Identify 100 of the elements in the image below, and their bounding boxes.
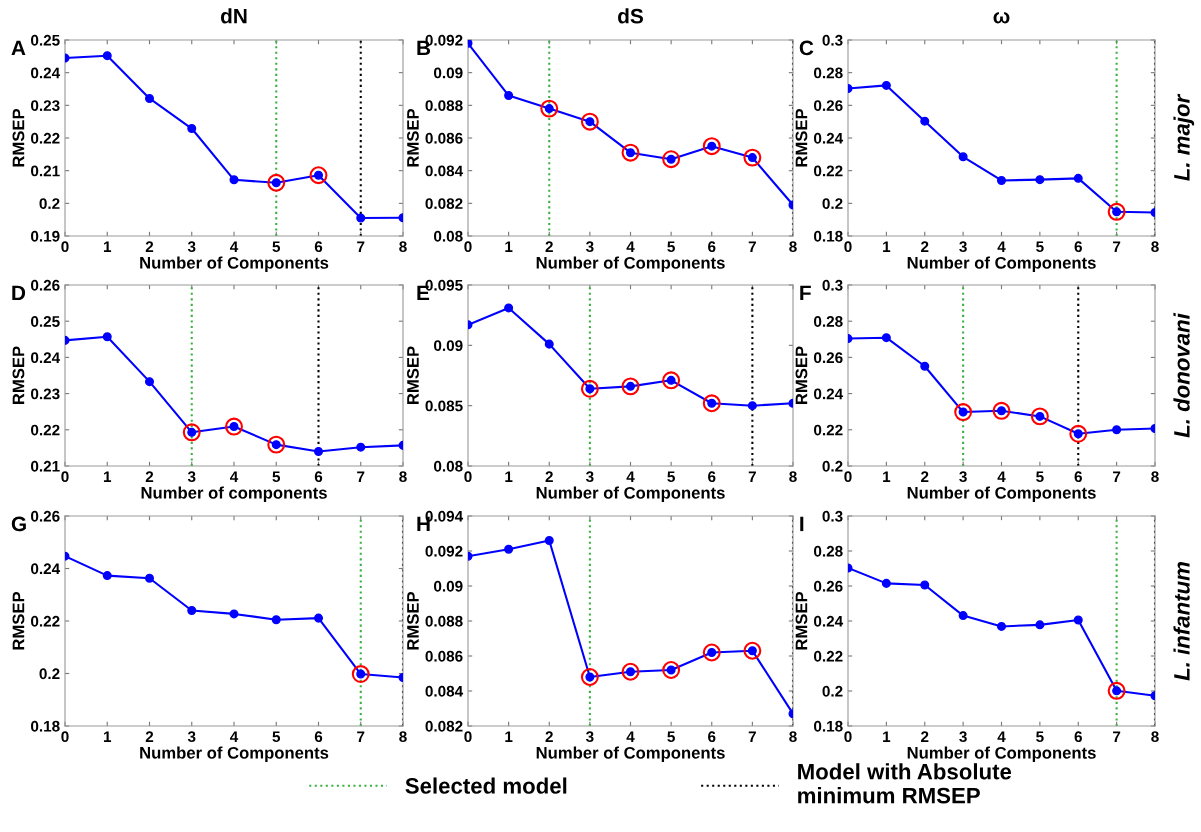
x-tick-label: 7 [357, 241, 365, 252]
y-tick-label: 0.26 [31, 279, 60, 291]
x-tick-label: 3 [959, 731, 967, 743]
x-tick-label: 5 [667, 241, 675, 253]
y-tick-label: 0.082 [425, 198, 463, 210]
x-tick-label: 3 [585, 241, 594, 253]
y-axis-title: RMSEP [407, 108, 419, 167]
x-tick-label: 1 [883, 241, 891, 252]
y-tick-label: 0.21 [31, 165, 60, 177]
x-tick-label: 2 [921, 241, 929, 252]
y-tick-label: 0.23 [31, 388, 60, 400]
text: G [11, 516, 26, 532]
y-tick-label: 0.24 [31, 67, 61, 79]
y-tick-label: 0.18 [814, 230, 843, 242]
y-tick-label: 0.24 [31, 563, 61, 575]
x-tick-label: 2 [921, 731, 929, 742]
y2-axis-title: L. donovani [1173, 312, 1190, 438]
y-axis-title: RMSEP [795, 591, 808, 650]
x-tick-label: 7 [1113, 241, 1121, 252]
x-tick-label: 0 [61, 471, 69, 483]
x-tick-label: 8 [1151, 241, 1159, 253]
x-tick-label: 2 [545, 471, 553, 482]
x-tick-label: 7 [748, 731, 756, 742]
x-tick-label: 7 [357, 471, 365, 482]
x-tick-label: 8 [399, 241, 407, 253]
y-tick-label: 0.22 [814, 165, 843, 177]
legend-label: Model with Absolute minimum RMSEP [798, 763, 1012, 804]
x-tick-label: 6 [708, 731, 716, 743]
y-tick-label: 0.3 [822, 510, 843, 522]
x-tick-label: 4 [626, 731, 635, 742]
y-tick-label: 0.3 [822, 279, 843, 291]
y-tick-label: 0.26 [814, 100, 843, 112]
y-tick-label: 0.08 [434, 460, 463, 472]
y-axis-title: RMSEP [795, 108, 808, 167]
x-tick-label: 3 [585, 731, 594, 743]
text: C [799, 40, 814, 56]
y-axis-title: RMSEP [407, 346, 419, 405]
x-tick-label: 8 [399, 471, 407, 483]
y-tick-label: 0.082 [425, 720, 463, 732]
y-tick-label: 0.088 [425, 615, 463, 627]
x-axis-title: Number of components [141, 486, 327, 503]
x-tick-label: 5 [667, 471, 675, 483]
x-tick-label: 1 [883, 731, 891, 742]
y-tick-label: 0.2 [822, 685, 843, 697]
x-tick-label: 2 [921, 471, 929, 482]
y-tick-label: 0.086 [425, 650, 463, 662]
y2-axis-title: L. infantum [1173, 562, 1190, 681]
x-tick-label: 0 [61, 241, 69, 253]
x-tick-label: 6 [1074, 731, 1082, 743]
y-tick-label: 0.09 [434, 580, 463, 592]
y-tick-label: 0.085 [425, 400, 463, 412]
x-tick-label: 3 [585, 471, 594, 483]
y-tick-label: 0.22 [814, 424, 843, 436]
y-tick-label: 0.28 [814, 67, 843, 79]
y-tick-label: 0.22 [31, 132, 60, 144]
x-tick-label: 7 [748, 471, 756, 482]
y-tick-label: 0.24 [31, 352, 61, 364]
x-tick-label: 0 [464, 471, 472, 483]
y-tick-label: 0.08 [434, 230, 463, 242]
legend-label: Selected model [405, 777, 567, 794]
text: D [12, 285, 26, 301]
y-tick-label: 0.24 [814, 132, 844, 144]
x-tick-label: 6 [314, 471, 323, 483]
x-tick-label: 2 [145, 731, 154, 742]
y-tick-label: 0.09 [434, 340, 463, 352]
x-tick-label: 4 [997, 241, 1006, 252]
y-tick-label: 0.22 [31, 615, 60, 627]
x-tick-label: 4 [626, 241, 635, 252]
x-axis-title: Number of Components [907, 746, 1096, 763]
x-tick-label: 4 [229, 241, 239, 252]
x-tick-label: 3 [959, 241, 967, 253]
y-tick-label: 0.26 [814, 352, 843, 364]
y-tick-label: 0.088 [425, 100, 463, 112]
x-tick-label: 4 [229, 731, 239, 742]
y-tick-label: 0.2 [822, 198, 843, 210]
x-axis-title: Number of Components [907, 486, 1096, 503]
y-tick-label: 0.22 [814, 650, 843, 662]
y-tick-label: 0.09 [434, 67, 463, 79]
x-axis-title: Number of Components [140, 746, 329, 763]
y-tick-label: 0.26 [814, 580, 843, 592]
chart-title: dN [220, 8, 247, 24]
x-tick-label: 1 [103, 731, 112, 742]
x-tick-label: 1 [103, 241, 112, 252]
x-tick-label: 5 [1036, 471, 1044, 483]
x-tick-label: 3 [187, 241, 196, 253]
x-axis-title: Number of Components [536, 746, 725, 763]
y-tick-label: 0.2 [39, 668, 60, 680]
y-tick-label: 0.23 [31, 100, 60, 112]
x-tick-label: 7 [1113, 731, 1121, 742]
y-axis-title: RMSEP [12, 108, 25, 167]
x-tick-label: 6 [314, 241, 323, 253]
x-axis-title: Number of Components [536, 486, 725, 503]
y-tick-label: 0.18 [814, 720, 843, 732]
x-tick-label: 5 [667, 731, 675, 743]
x-tick-label: 8 [789, 241, 797, 253]
x-axis-title: Number of Components [907, 256, 1096, 273]
x-tick-label: 6 [314, 731, 323, 743]
x-tick-label: 4 [229, 471, 239, 482]
x-tick-label: 2 [145, 471, 154, 482]
y-tick-label: 0.2 [39, 198, 60, 210]
